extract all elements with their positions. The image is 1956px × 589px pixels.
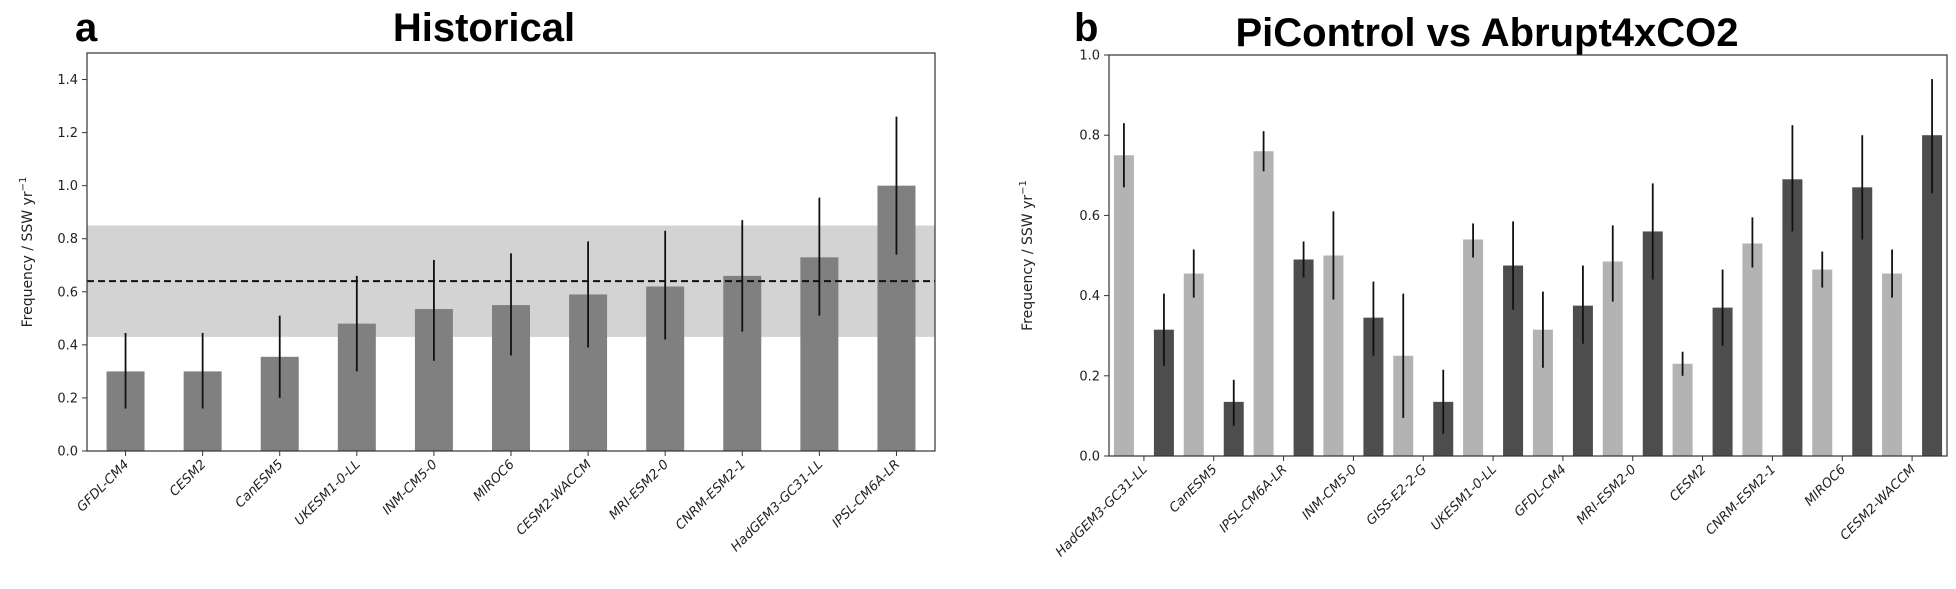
y-axis-label-superscript: −1 — [1018, 180, 1029, 195]
x-tick-label: UKESM1-0-LL — [292, 457, 364, 529]
bar-HadGEM3-GC31-LL-series-1 — [1153, 329, 1174, 456]
y-axis-label-text: Frequency / SSW yr — [20, 191, 36, 327]
bar-MIROC6-series-1 — [1852, 187, 1873, 456]
y-tick-label: 1.2 — [57, 126, 78, 141]
bar-CESM2-series-1 — [1712, 307, 1733, 456]
x-tick-label: IPSL-CM6A-LR — [830, 457, 904, 531]
panel-title: PiControl vs Abrupt4xCO2 — [1235, 11, 1738, 55]
y-tick-label: 0.8 — [57, 232, 78, 247]
y-tick-label: 0.4 — [57, 338, 78, 353]
bar-CanESM5-series-0 — [1183, 273, 1204, 456]
y-tick-label: 1.4 — [57, 73, 78, 88]
x-tick-label: CNRM-ESM2-1 — [673, 457, 749, 533]
x-tick-label: GISS-E2-2-G — [1364, 462, 1430, 528]
y-tick-label: 0.2 — [1079, 369, 1100, 384]
bar-CESM2-series-0 — [1672, 363, 1693, 456]
y-axis-label: Frequency / SSW yr−1 — [1018, 180, 1036, 331]
x-tick-label: INM-CM5-0 — [380, 457, 441, 518]
y-axis-label-text: Frequency / SSW yr — [1020, 195, 1036, 331]
bar-CanESM5-series-1 — [1223, 401, 1244, 456]
x-tick-label: CESM2 — [167, 457, 209, 499]
bar-CNRM-ESM2-1-series-0 — [1742, 243, 1763, 456]
x-tick-label: GFDL-CM4 — [74, 457, 132, 515]
x-tick-label: MRI-ESM2-0 — [606, 457, 672, 523]
y-tick-label: 0.6 — [1079, 209, 1100, 224]
bar-MRI-ESM2-0-series-1 — [1642, 231, 1663, 456]
y-tick-label: 0.2 — [57, 391, 78, 406]
panel-a: 0.0 0.2 0.4 0.6 0.8 1.0 1.2 1.4 GFDL-CM4 CESM2 Can… — [18, 6, 936, 555]
x-tick-label: GFDL-CM4 — [1512, 462, 1570, 520]
panel-letter: b — [1074, 6, 1098, 50]
bar-CNRM-ESM2-1-series-1 — [1782, 179, 1803, 456]
x-tick-label: MIROC6 — [1802, 462, 1849, 509]
y-axis-label: Frequency / SSW yr−1 — [18, 177, 36, 328]
bar-IPSL-CM6A-LR-series-0 — [1253, 151, 1274, 457]
bar-INM-CM5-0-series-0 — [1323, 255, 1344, 456]
bar-MRI-ESM2-0-series-0 — [1602, 261, 1623, 456]
x-tick-label: CESM2 — [1667, 462, 1709, 504]
y-tick-label: 0.6 — [57, 285, 78, 300]
x-tick-label: UKESM1-0-LL — [1428, 462, 1500, 534]
x-tick-label: CanESM5 — [1167, 462, 1221, 516]
x-tick-label: IPSL-CM6A-LR — [1217, 462, 1291, 536]
x-tick-label: MIROC6 — [471, 457, 518, 504]
bar-INM-CM5-0-series-1 — [1363, 317, 1384, 456]
y-tick-label: 0.8 — [1079, 129, 1100, 144]
x-tick-label: CNRM-ESM2-1 — [1703, 462, 1779, 538]
x-tick-label: CESM2-WACCM — [514, 457, 595, 538]
bar-CESM2-WACCM-series-1 — [1922, 135, 1943, 456]
y-tick-label: 0.0 — [1079, 450, 1100, 465]
x-tick-label: INM-CM5-0 — [1299, 462, 1360, 523]
x-tick-label: CESM2-WACCM — [1838, 462, 1919, 543]
panel-b: 0.0 0.2 0.4 0.6 0.8 1.0 HadGEM3-GC31-LL CanESM5… — [1018, 6, 1948, 560]
x-tick-label: CanESM5 — [233, 457, 287, 511]
y-axis-label-superscript: −1 — [18, 177, 29, 192]
bar-GFDL-CM4-series-1 — [1572, 305, 1593, 456]
y-tick-label: 0.0 — [57, 445, 78, 460]
bar-GFDL-CM4-series-0 — [1532, 329, 1553, 456]
x-tick-label: MRI-ESM2-0 — [1574, 462, 1640, 528]
panel-title: Historical — [393, 6, 575, 50]
bar-IPSL-CM6A-LR-series-1 — [1293, 259, 1314, 456]
bar-MIROC6-series-0 — [1812, 269, 1833, 456]
bar-UKESM1-0-LL-series-1 — [1503, 265, 1524, 456]
y-tick-label: 1.0 — [1079, 49, 1100, 64]
y-tick-label: 1.0 — [57, 179, 78, 194]
y-tick-label: 0.4 — [1079, 289, 1100, 304]
bar-HadGEM3-GC31-LL-series-0 — [1113, 155, 1134, 456]
bar-UKESM1-0-LL-series-0 — [1463, 239, 1484, 456]
x-tick-label: HadGEM3-GC31-LL — [1053, 462, 1151, 560]
plot-frame — [1108, 54, 1948, 457]
panel-letter: a — [75, 6, 98, 50]
bar-CESM2-WACCM-series-0 — [1882, 273, 1903, 456]
